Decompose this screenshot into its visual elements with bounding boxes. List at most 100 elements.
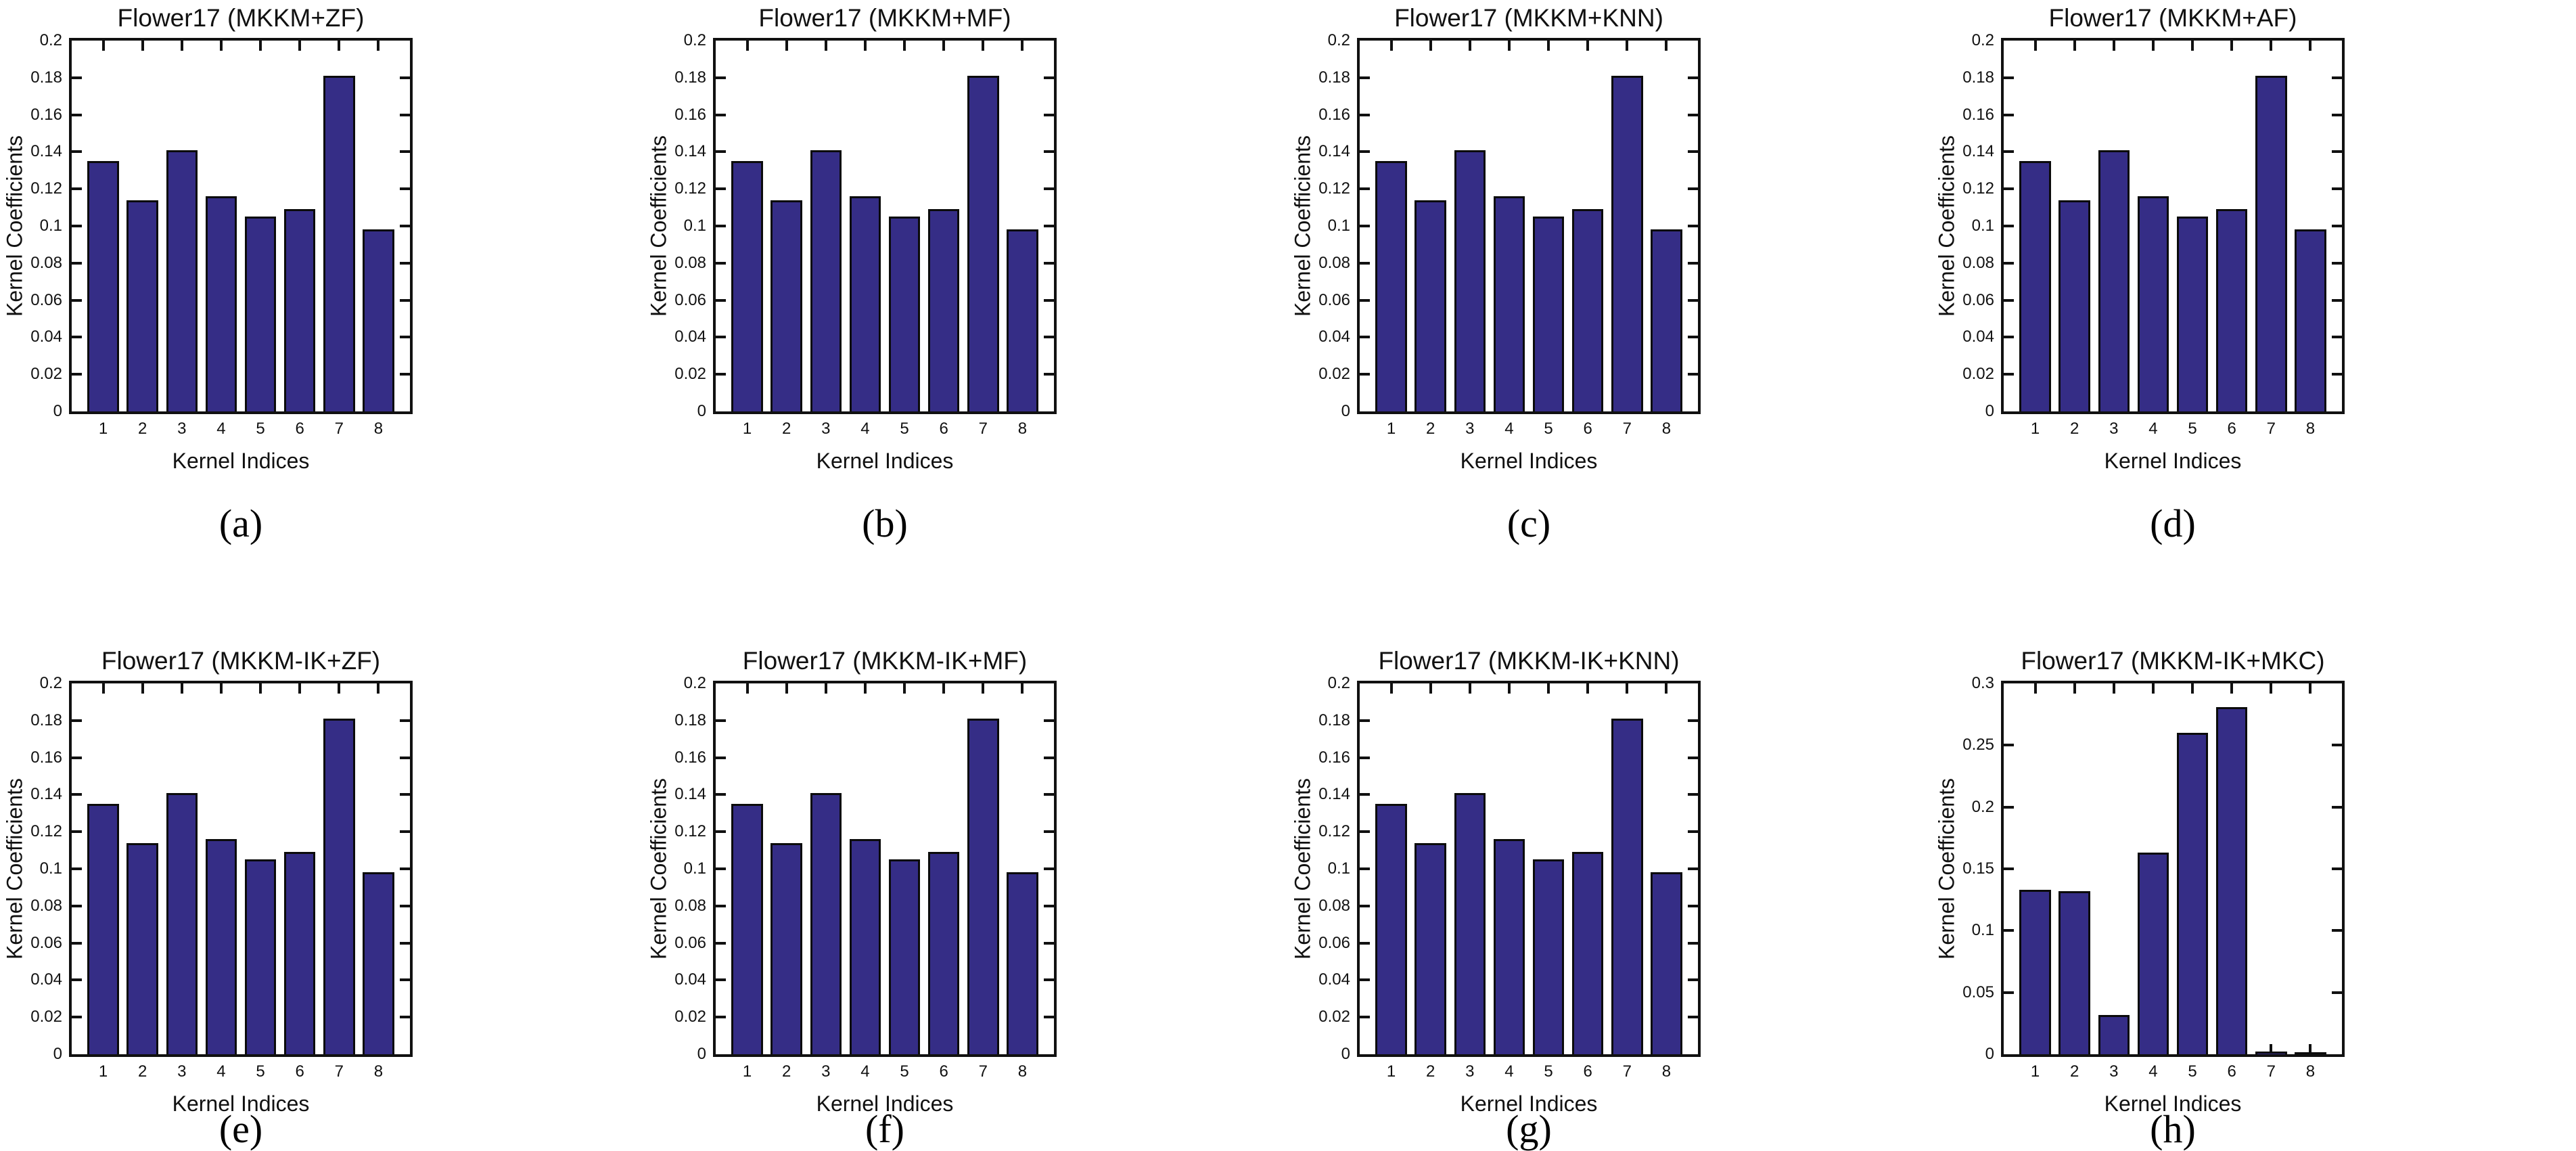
subplot-c: Flower17 (MKKM+KNN) Kernel Coefficients … [1288,0,1932,575]
bar-kernel-4 [1493,839,1525,1054]
x-tick-mark [942,41,946,51]
x-tick-mark [338,683,341,694]
y-tick-mark [1688,336,1698,339]
x-tick-label: 3 [821,1062,831,1081]
x-tick-mark [1468,41,1471,51]
x-tick-mark [745,683,749,694]
y-tick-mark [1688,978,1698,982]
x-tick-label: 5 [2188,1062,2197,1081]
bar-kernel-6 [1571,852,1604,1054]
y-tick-mark [1688,150,1698,154]
bar-kernel-1 [731,804,763,1054]
bar-kernel-1 [731,161,763,411]
y-tick-label: 0.02 [30,365,62,384]
y-tick-label: 0.18 [1318,710,1350,729]
x-tick-mark [219,683,223,694]
x-tick-label: 3 [1465,1062,1475,1081]
y-tick-mark [2004,187,2014,191]
x-tick-mark [180,41,183,51]
y-tick-mark [72,373,82,376]
bar-kernel-1 [87,161,119,411]
bar-kernel-4 [1493,196,1525,411]
y-tick-mark [1044,76,1054,79]
subplot-g: Flower17 (MKKM-IK+KNN) Kernel Coefficien… [1288,575,1932,1150]
y-tick-label: 0.06 [1962,290,1994,309]
y-tick-mark [400,261,410,265]
x-tick-label: 6 [1583,1062,1592,1081]
x-tick-mark [1547,683,1550,694]
bar-kernel-6 [2215,209,2248,411]
x-tick-mark [2270,683,2273,694]
y-tick-mark [716,373,726,376]
y-tick-mark [1360,150,1370,154]
x-tick-mark [2309,41,2312,51]
x-tick-label: 8 [1661,1062,1672,1081]
y-tick-mark [400,225,410,227]
y-tick-mark [1688,1016,1698,1019]
y-axis-label: Kernel Coefficients [1934,135,1959,317]
y-tick-label: 0.1 [1971,217,1994,235]
y-tick-mark [1688,298,1698,302]
subplot-a: Flower17 (MKKM+ZF) Kernel Coefficients 0… [0,0,644,575]
chart-title: Flower17 (MKKM-IK+KNN) [1378,647,1680,675]
y-tick-label: 0.15 [1962,859,1994,878]
y-tick-mark [1688,867,1698,870]
x-tick-mark [219,41,223,51]
y-tick-mark [716,941,726,945]
x-tick-mark [903,41,906,51]
y-tick-label: 0.02 [674,1008,706,1026]
y-tick-mark [1360,187,1370,191]
y-tick-label: 0.18 [1318,68,1350,87]
y-tick-mark [1688,373,1698,376]
y-tick-mark [2332,867,2342,870]
y-tick-mark [2004,298,2014,302]
y-tick-mark [400,867,410,870]
bar-kernel-1 [2019,161,2051,411]
bar-kernel-8 [363,872,394,1054]
y-tick-mark [1044,336,1054,339]
y-tick-mark [2004,805,2014,809]
x-tick-mark [1626,683,1629,694]
y-tick-mark [1044,867,1054,870]
bar-kernel-8 [1651,229,1682,411]
y-tick-mark [1044,373,1054,376]
x-tick-mark [942,683,946,694]
y-tick-mark [400,719,410,722]
y-tick-mark [1044,793,1054,796]
y-tick-mark [72,978,82,982]
x-tick-mark [1547,41,1550,51]
x-tick-label: 1 [2030,420,2040,438]
y-tick-label: 0.14 [30,142,62,161]
y-tick-mark [2332,991,2342,994]
y-tick-mark [72,113,82,116]
y-tick-mark [2332,373,2342,376]
y-tick-label: 0.06 [30,933,62,952]
y-axis-label: Kernel Coefficients [646,135,671,317]
y-tick-label: 0 [697,1045,706,1063]
x-tick-mark [1468,683,1471,694]
y-tick-mark [2332,298,2342,302]
plot-area: 0 0.02 0.04 0.06 0.08 0.1 0.12 0.14 0.16 0.18 0.2 1… [30,675,413,1080]
y-tick-label: 0.1 [1327,859,1350,878]
y-tick-label: 0.18 [674,710,706,729]
x-tick-mark [2230,683,2234,694]
x-tick-mark [1626,41,1629,51]
y-tick-mark [1360,941,1370,945]
y-tick-label: 0.16 [674,105,706,124]
chart-title: Flower17 (MKKM+AF) [2048,4,2297,32]
bar-kernel-6 [927,209,960,411]
x-tick-label: 6 [2227,420,2236,438]
x-tick-label: 7 [2266,420,2276,438]
x-tick-label: 4 [2148,420,2158,438]
x-axis-label: Kernel Indices [816,1091,954,1116]
y-tick-label: 0.12 [1962,179,1994,198]
x-tick-mark [2230,41,2234,51]
y-tick-mark [1360,76,1370,79]
x-tick-label: 2 [2069,420,2079,438]
x-tick-label: 1 [98,1062,108,1081]
x-tick-label: 5 [256,420,265,438]
y-tick-label: 0.04 [30,970,62,989]
x-tick-mark [2309,683,2312,694]
x-tick-label: 1 [742,420,752,438]
y-tick-label: 0.16 [1318,105,1350,124]
